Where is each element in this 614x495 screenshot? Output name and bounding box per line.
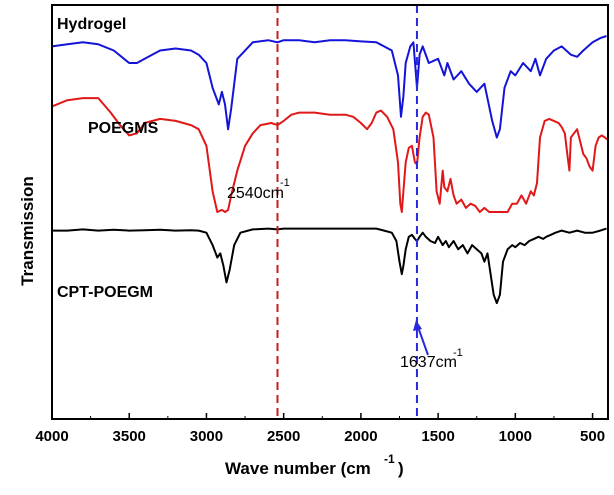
- x-tick-label-2500: 2500: [267, 428, 300, 445]
- reference-lines: [276, 5, 418, 419]
- x-axis-title-sup: -1: [384, 452, 395, 466]
- series-label-hydrogel: Hydrogel: [57, 16, 126, 33]
- x-tick-label-2000: 2000: [344, 428, 377, 445]
- annotation-1637-arrow-shaft: [417, 326, 429, 356]
- spectra-curves: [51, 35, 608, 305]
- series-label-poegms: POEGMS: [88, 120, 159, 137]
- annotation-2540-sup: -1: [280, 177, 290, 189]
- series-line-poegms: [51, 97, 608, 213]
- series-label-cpt-poegm: CPT-POEGM: [57, 284, 153, 301]
- annotation-1637-text: 1637cm: [400, 354, 457, 371]
- y-axis-title: Transmission: [18, 176, 37, 286]
- x-tick-label-1000: 1000: [499, 428, 532, 445]
- x-tick-label-3500: 3500: [113, 428, 146, 445]
- annotation-2540-text: 2540cm: [227, 185, 284, 202]
- annotation-2540: 2540cm -1: [227, 177, 290, 202]
- annotation-1637-arrowhead: [413, 320, 422, 331]
- x-tick-label-4000: 4000: [35, 428, 68, 445]
- series-line-hydrogel: [51, 35, 607, 139]
- x-axis-title-text: Wave number (cm: [225, 459, 371, 478]
- x-tick-label-500: 500: [580, 428, 605, 445]
- x-axis-title-close: ): [398, 459, 404, 478]
- x-tick-label-3000: 3000: [190, 428, 223, 445]
- x-axis-title: Wave number (cm -1 ): [225, 452, 404, 478]
- plot-frame: [51, 4, 609, 420]
- x-tick-label-1500: 1500: [421, 428, 454, 445]
- x-axis-ticks: 4000 3500 3000 2500 2000 1500 1000 500: [35, 413, 605, 445]
- annotation-1637: 1637cm -1: [400, 320, 463, 371]
- annotation-1637-sup: -1: [453, 347, 463, 359]
- series-line-cpt-poegm: [52, 227, 607, 305]
